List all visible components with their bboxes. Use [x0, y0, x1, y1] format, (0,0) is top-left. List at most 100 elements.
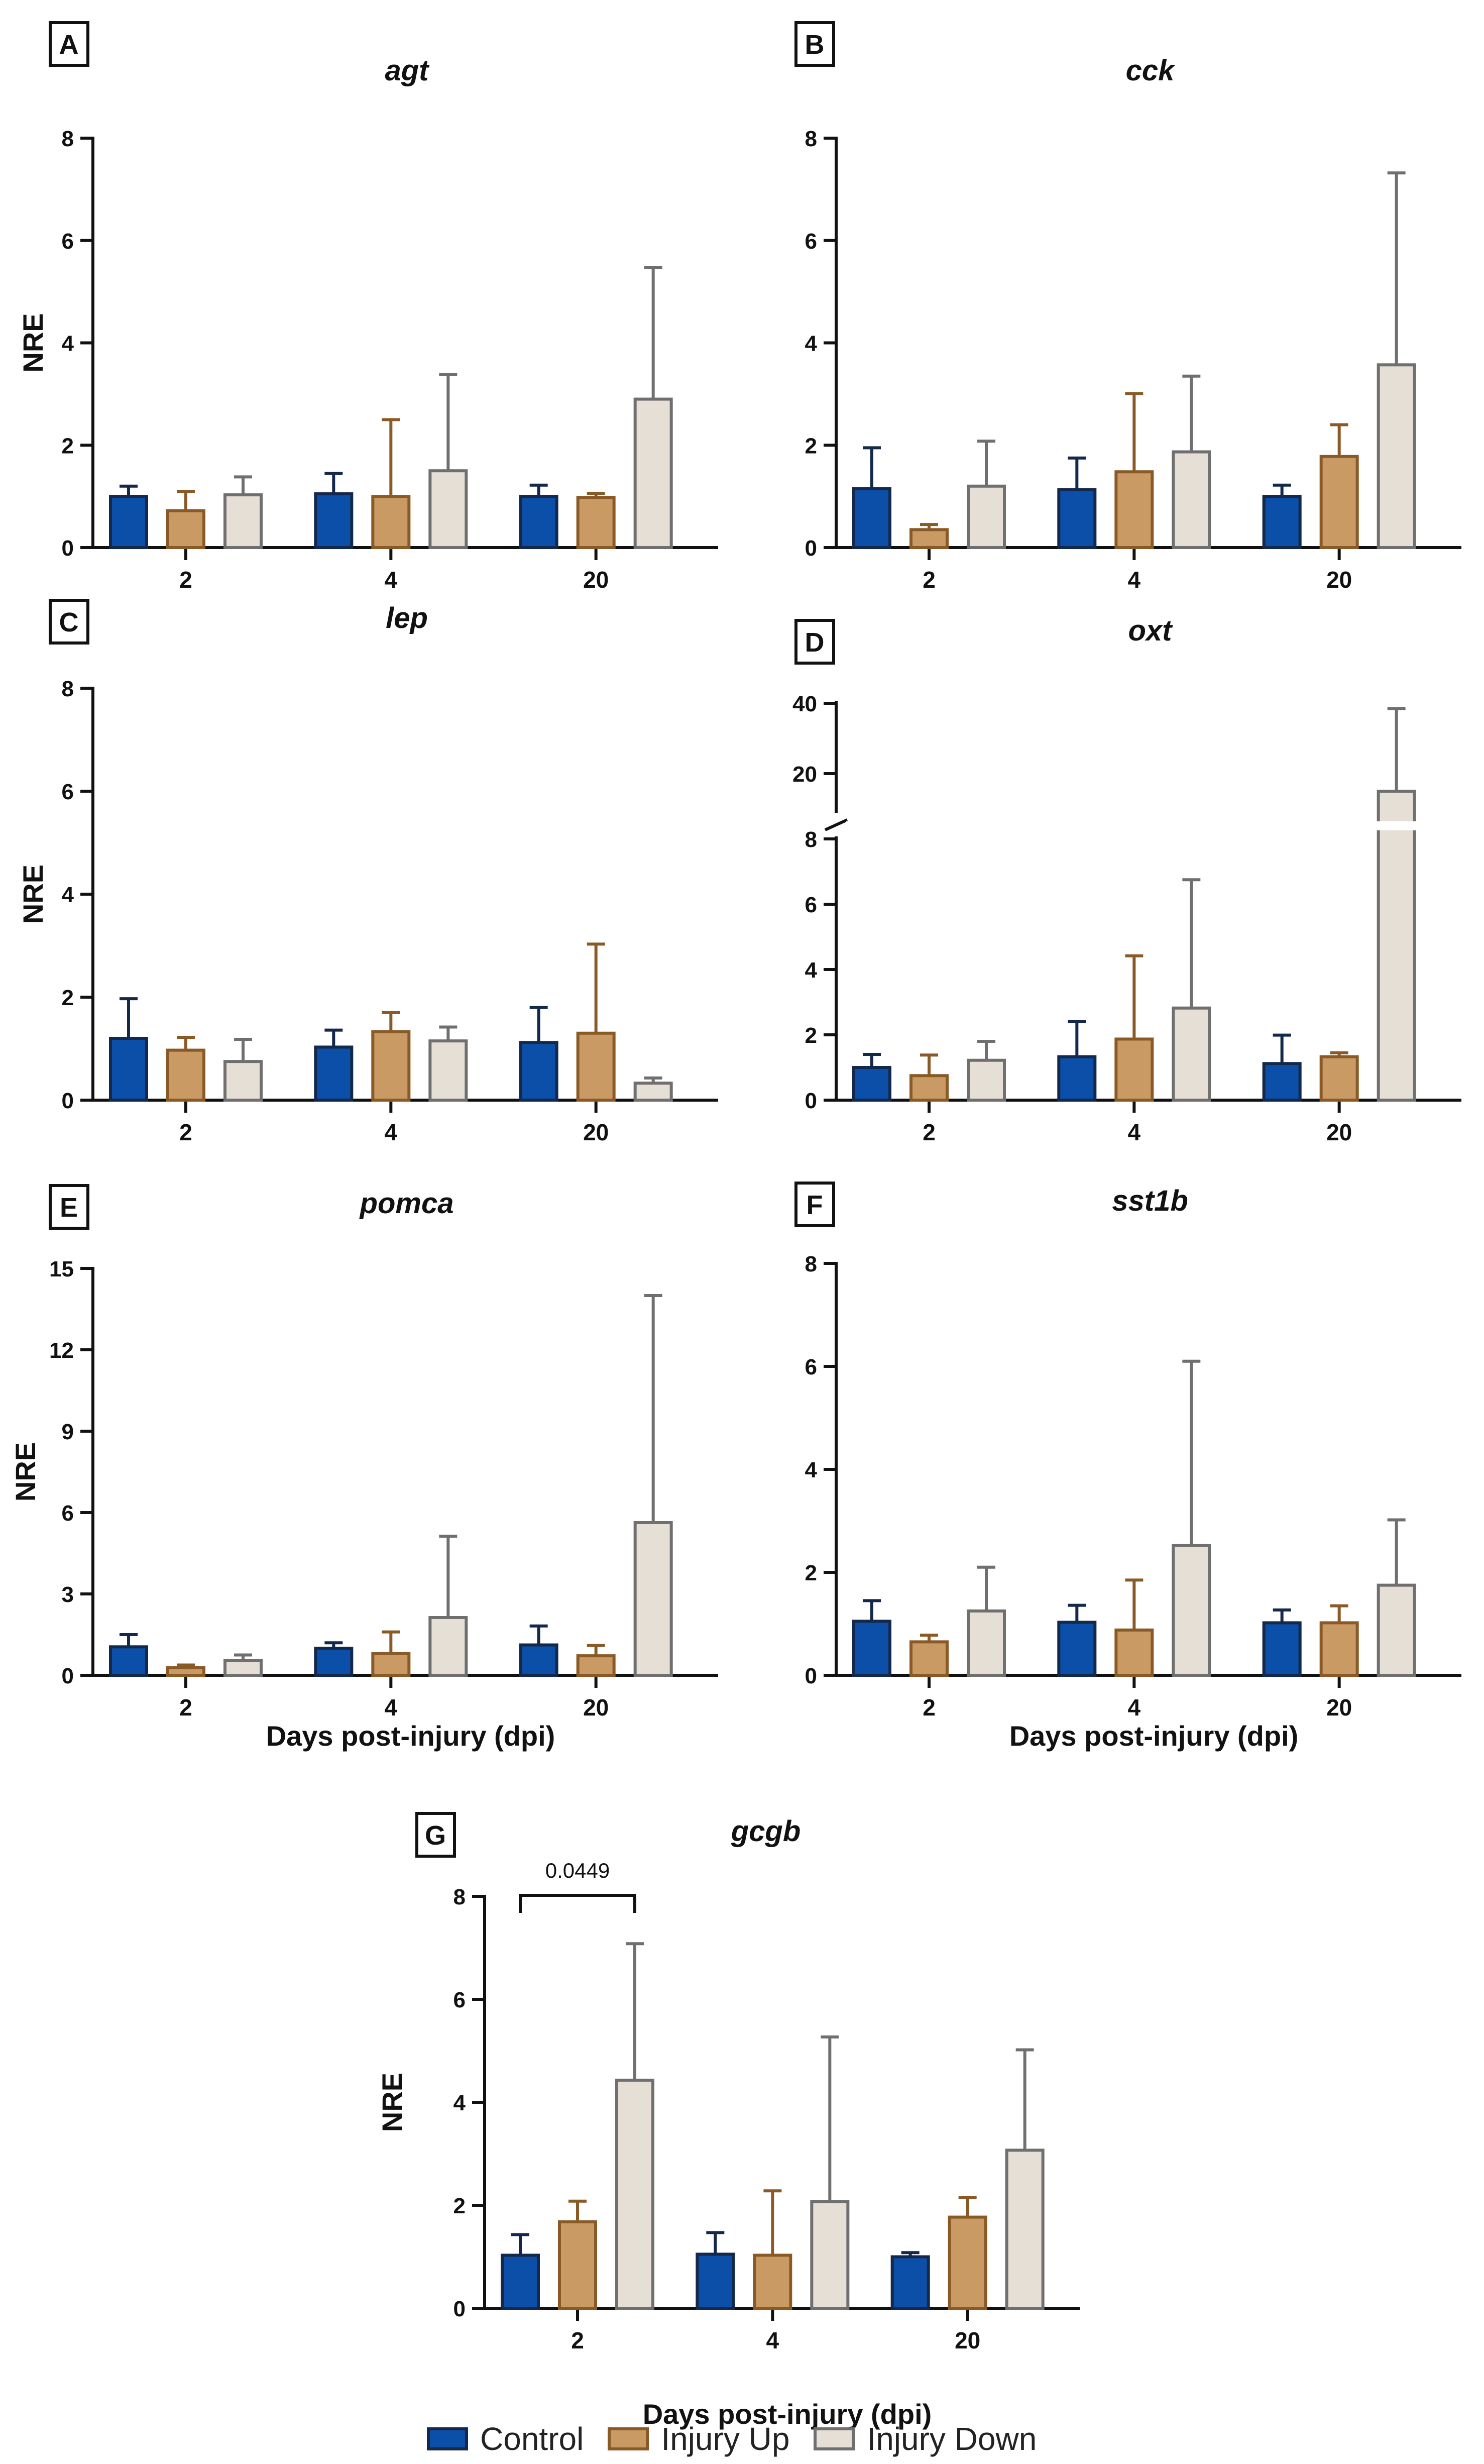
legend-swatch-injury-up [608, 2427, 649, 2450]
panel-a-bar-2-0 [519, 495, 558, 549]
legend-swatch-injury-down [814, 2427, 855, 2450]
panel-e-label-box [49, 1184, 89, 1230]
panel-e-bar-0-2 [223, 1659, 263, 1677]
panel-f-xlabel: Days post-injury (dpi) [1009, 1720, 1299, 1752]
legend-item-injury-down: Injury Down [814, 2420, 1037, 2457]
panel-e-ytick-label-3: 9 [62, 1420, 74, 1444]
panel-b-ytick-label-4: 8 [805, 127, 817, 151]
panel-e-ytick-label-0: 0 [62, 1664, 74, 1688]
panel-f-ytick-label-4: 8 [805, 1252, 817, 1276]
panel-f-bar-2-1 [1319, 1621, 1359, 1677]
panel-g-bar-2-1 [948, 2215, 987, 2310]
panel-d-bar-2-1 [1319, 1055, 1359, 1102]
legend-label-control: Control [480, 2421, 584, 2457]
legend-item-control: Control [427, 2420, 584, 2457]
panel-c-bar-2-1 [576, 1031, 616, 1102]
panel-d-bar-1-1 [1114, 1037, 1154, 1102]
panel-a-xtick-label-0: 2 [179, 567, 192, 593]
panel-b-bar-0-0 [852, 487, 891, 549]
panel-c-ytick-label-2: 4 [62, 883, 74, 907]
panel-g-bar-1-0 [696, 2253, 735, 2310]
legend-label-injury-up: Injury Up [661, 2421, 790, 2457]
panel-f-bar-0-2 [967, 1609, 1006, 1677]
panel-b-label: B [805, 30, 825, 60]
panel-b-bar-2-0 [1262, 495, 1302, 549]
panel-c-bar-0-1 [166, 1048, 205, 1102]
panel-e-ylabel: NRE [10, 1442, 41, 1502]
panel-g-bar-0-2 [615, 2078, 654, 2310]
panel-a-label-box [49, 21, 89, 67]
panel-g-bar-0-1 [558, 2220, 597, 2310]
panel-b-xtick-label-2: 20 [1326, 567, 1352, 593]
panel-b-xtick-label-1: 4 [1128, 567, 1141, 593]
panel-f-xtick-label-1: 4 [1128, 1694, 1141, 1721]
panel-a-xtick-label-2: 20 [583, 567, 609, 593]
panel-f-xtick-label-2: 20 [1326, 1694, 1352, 1721]
panel-f-bar-1-0 [1057, 1621, 1097, 1677]
panel-d-ytick-label-6: 40 [792, 692, 817, 716]
panel-f-bar-0-1 [909, 1640, 949, 1677]
panel-a-ytick-label-2: 4 [62, 332, 74, 356]
legend-label-injury-down: Injury Down [867, 2421, 1037, 2457]
panel-e-bar-1-0 [314, 1647, 354, 1677]
panel-g-ytick-label-4: 8 [453, 1885, 466, 1909]
panel-g-ytick-label-0: 0 [453, 2297, 466, 2321]
panel-d-xtick-label-1: 4 [1128, 1119, 1141, 1145]
panel-g-significance-bracket [519, 1894, 636, 1913]
panel-g-ytick-label-2: 4 [453, 2091, 466, 2115]
panel-e-bar-0-1 [166, 1666, 205, 1677]
panel-c-bar-1-1 [371, 1030, 411, 1102]
panel-g-label-box [415, 1812, 456, 1858]
panel-g-title: gcgb [731, 1815, 801, 1848]
panel-d-bar-0-1 [909, 1074, 949, 1102]
panel-a-bar-1-2 [428, 469, 468, 549]
panel-c-ytick-label-0: 0 [62, 1089, 74, 1113]
panel-b-xtick-label-0: 2 [923, 567, 936, 593]
panel-e-xtick-label-2: 20 [583, 1694, 609, 1721]
panel-a-ytick-label-3: 6 [62, 229, 74, 254]
panel-d-bar-0-0 [852, 1066, 891, 1102]
panel-e-bar-0-0 [109, 1645, 148, 1677]
panel-d-ytick-label-4: 8 [805, 827, 817, 852]
panel-a-bar-1-1 [371, 495, 411, 549]
panel-b-ytick-label-3: 6 [805, 229, 817, 254]
legend-item-injury-up: Injury Up [608, 2420, 789, 2457]
panel-c-bar-1-0 [314, 1045, 354, 1102]
panel-g-xlabel: Days post-injury (dpi) [643, 2398, 932, 2430]
panel-d-xtick-label-2: 20 [1326, 1119, 1352, 1145]
panel-a-bar-2-2 [633, 397, 673, 549]
panel-d-title: oxt [1128, 614, 1174, 647]
panel-a-bar-0-1 [166, 509, 205, 550]
panel-e-xtick-label-0: 2 [179, 1694, 192, 1721]
panel-e-xlabel: Days post-injury (dpi) [266, 1720, 555, 1752]
panel-a-ylabel: NRE [17, 313, 49, 372]
panel-f-bar-2-2 [1377, 1583, 1416, 1677]
panel-g-bar-2-2 [1005, 2149, 1045, 2310]
panel-d-axis-break-mark [824, 818, 848, 831]
panel-c-label: C [59, 607, 79, 637]
panel-a-ytick-label-1: 2 [62, 434, 74, 458]
panel-e-ytick-label-2: 6 [62, 1501, 74, 1526]
panel-b-ytick-label-0: 0 [805, 536, 817, 561]
panel-f-bar-1-1 [1114, 1628, 1154, 1677]
panel-c-bar-2-2 [633, 1082, 673, 1102]
panel-d-ytick-label-0: 0 [805, 1089, 817, 1113]
panel-f-label: F [807, 1190, 823, 1220]
panel-a-bar-1-0 [314, 492, 354, 549]
panel-f-xtick-label-0: 2 [923, 1694, 936, 1721]
panel-d-bar-1-2 [1172, 1006, 1211, 1102]
panel-g-bar-2-0 [890, 2255, 930, 2310]
panel-f-ytick-label-2: 4 [805, 1458, 818, 1482]
panel-d-xtick-label-0: 2 [923, 1119, 936, 1145]
panel-a-bar-2-1 [576, 496, 616, 549]
panel-c-bar-0-2 [223, 1060, 263, 1102]
panel-b-bar-0-2 [967, 484, 1006, 549]
panel-e-title: pomca [359, 1187, 454, 1220]
panel-a-label: A [59, 30, 79, 60]
panel-d-ytick-label-3: 6 [805, 893, 817, 917]
panel-e-bar-2-1 [576, 1654, 616, 1677]
panel-d-label: D [805, 627, 825, 658]
panel-e-bar-2-2 [633, 1521, 673, 1677]
panel-d-bar-1-0 [1057, 1055, 1097, 1102]
